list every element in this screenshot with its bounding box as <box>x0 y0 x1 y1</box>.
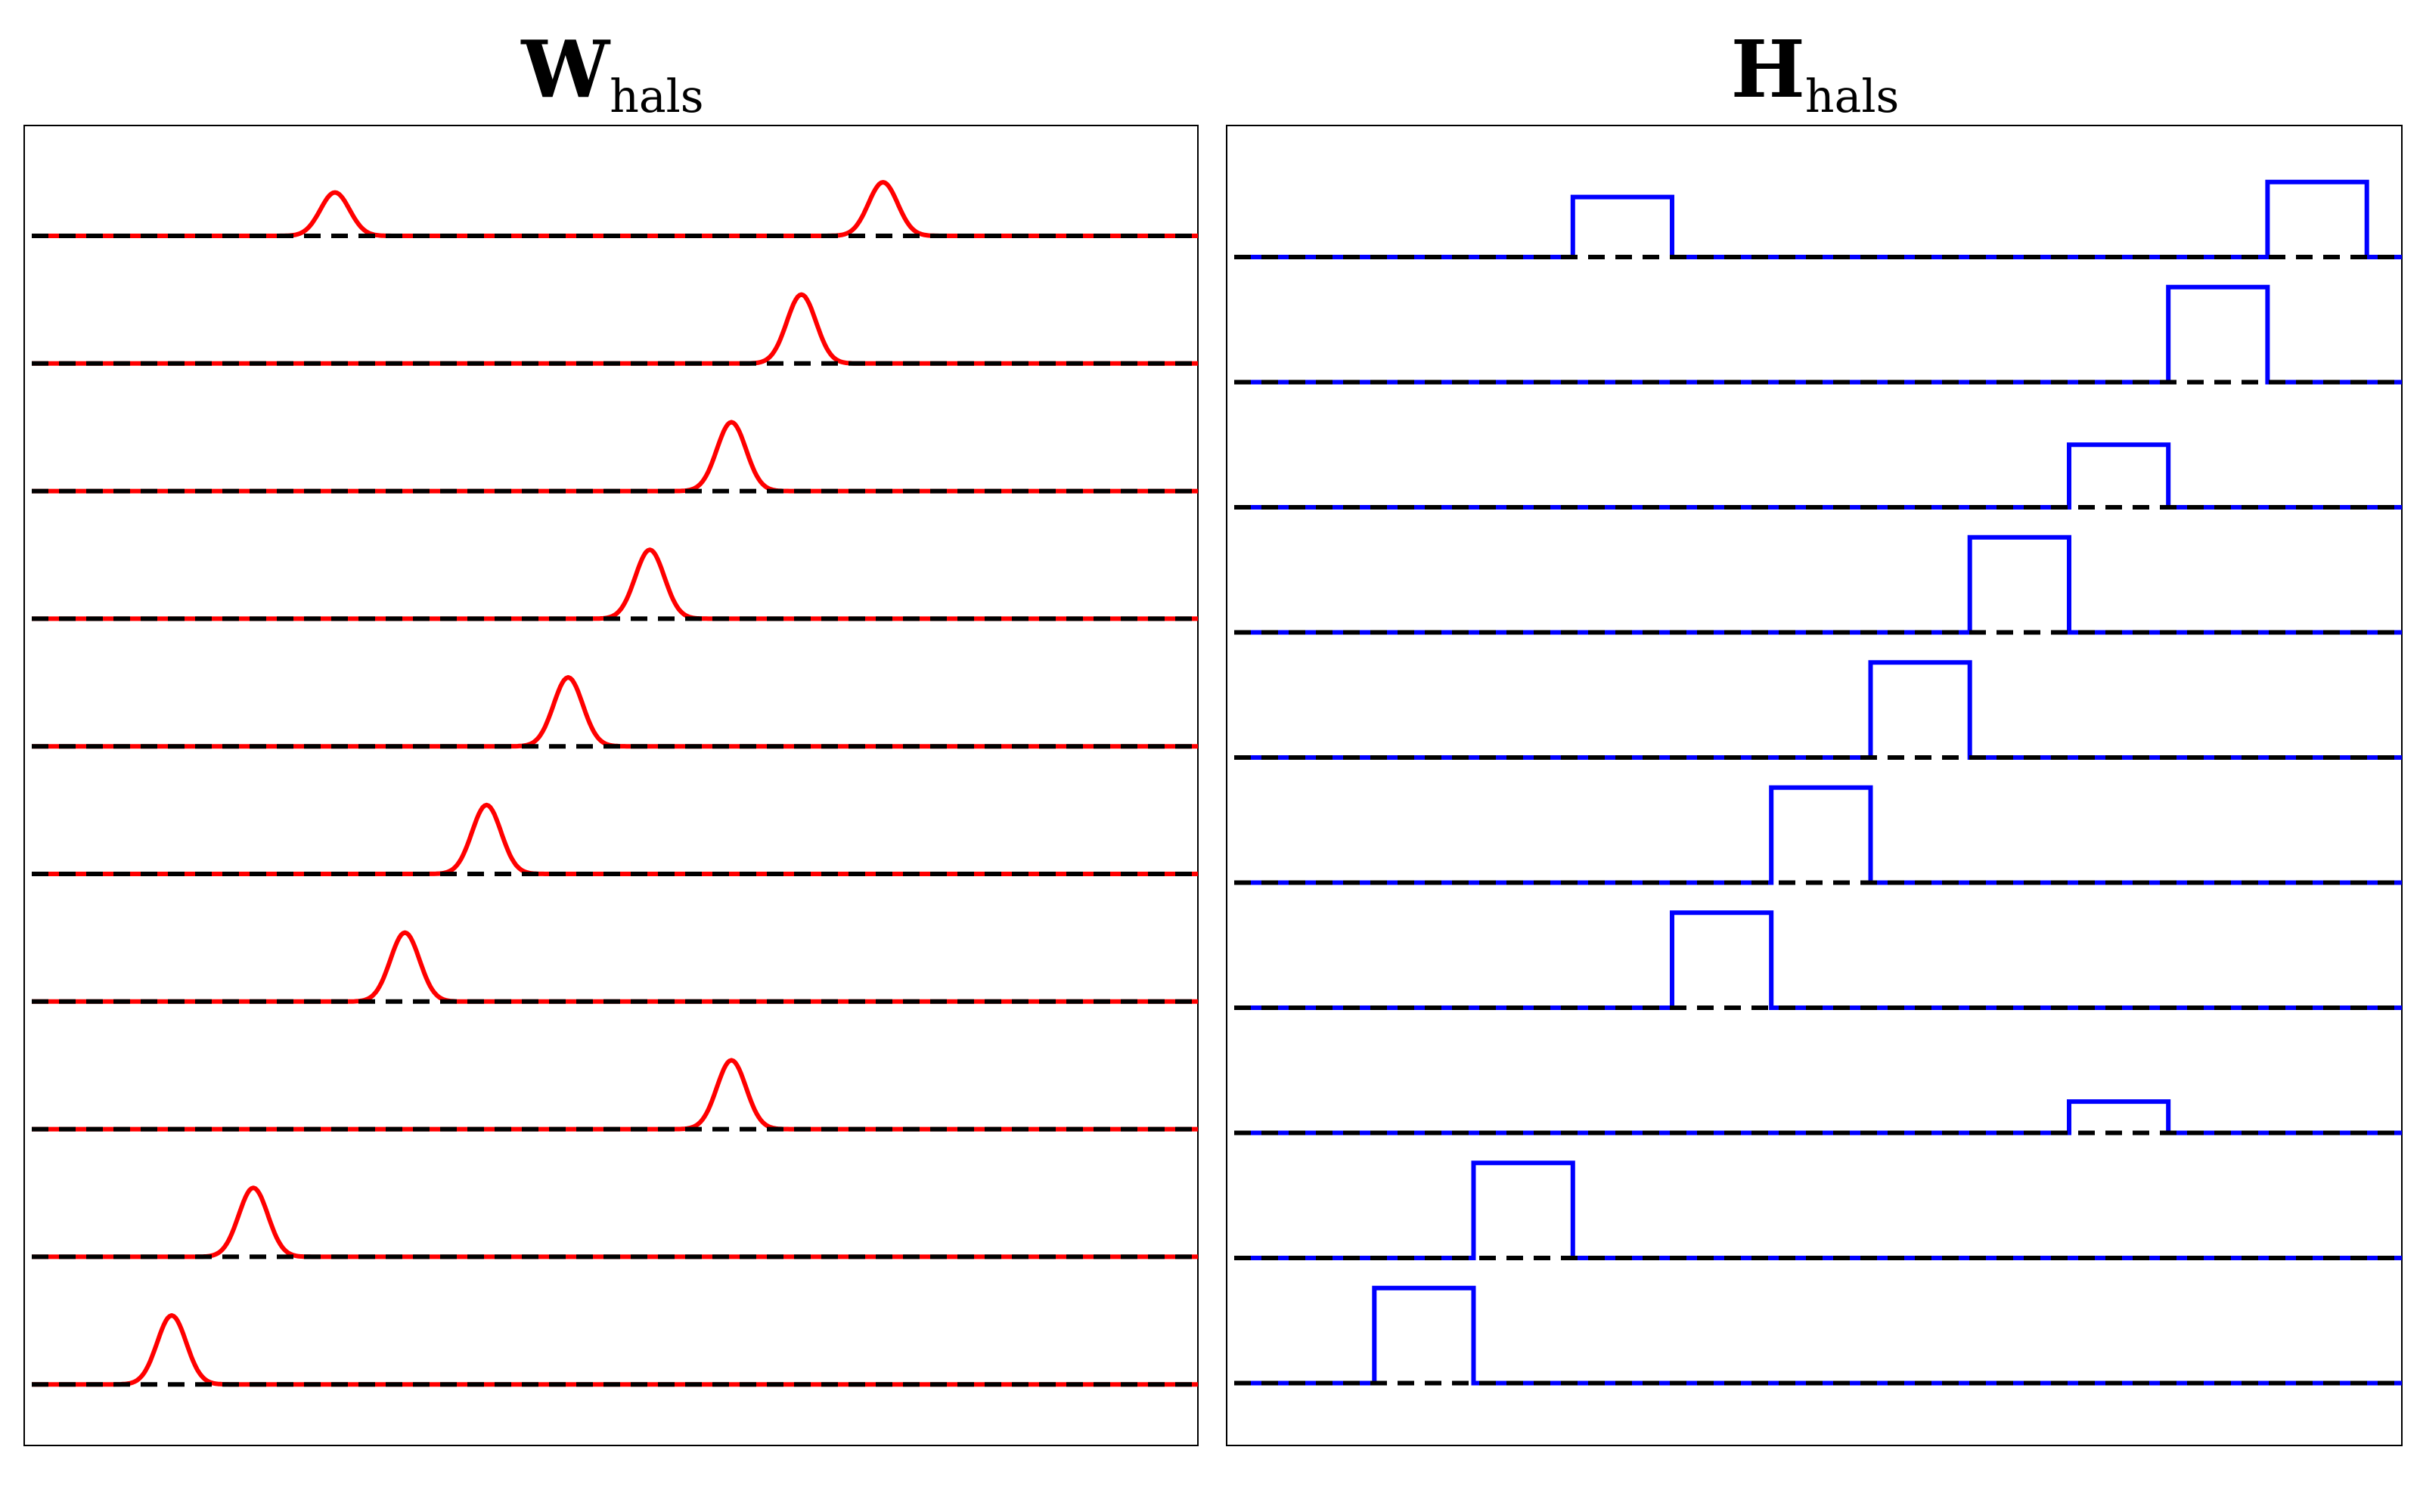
w-series-line-2 <box>31 292 1199 366</box>
h-panel-frame <box>1226 125 2403 1446</box>
h-series-line-6 <box>1234 785 2402 885</box>
h-plot-area <box>1234 179 2402 1386</box>
h-series-line-9 <box>1234 1160 2402 1260</box>
w-series-line-4 <box>31 547 1199 621</box>
h-series-line-8 <box>1234 1099 2402 1136</box>
h-series-line-4 <box>1234 534 2402 635</box>
w-panel-frame <box>23 125 1199 1446</box>
h-series-line-2 <box>1234 284 2402 385</box>
w-panel-title: Whals <box>520 23 703 123</box>
w-series-line-7 <box>31 930 1199 1004</box>
w-series-line-6 <box>31 802 1199 876</box>
w-series-line-8 <box>31 1058 1199 1132</box>
h-series-line-10 <box>1234 1285 2402 1386</box>
h-series-line-5 <box>1234 660 2402 760</box>
h-series-line-7 <box>1234 910 2402 1010</box>
h-title-sub: hals <box>1805 70 1899 123</box>
w-series-line-5 <box>31 675 1199 749</box>
w-title-sub: hals <box>610 70 703 123</box>
w-series-line-10 <box>31 1313 1199 1387</box>
h-series-line-1 <box>1234 179 2402 259</box>
w-series-line-3 <box>31 420 1199 494</box>
w-plot-area <box>31 180 1199 1387</box>
w-series-line-9 <box>31 1185 1199 1259</box>
w-title-main: W <box>520 23 611 116</box>
h-panel-title: Hhals <box>1731 23 1900 123</box>
h-series-line-3 <box>1234 442 2402 510</box>
h-title-main: H <box>1731 23 1805 116</box>
w-series-line-1 <box>31 180 1199 238</box>
